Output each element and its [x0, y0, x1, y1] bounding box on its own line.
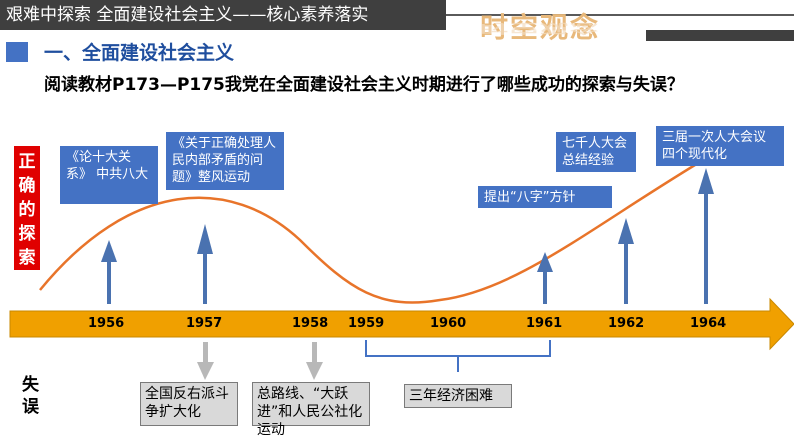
mistake-box: 总路线、“大跃进”和人民公社化运动 — [252, 382, 370, 438]
section-title: 一、全面建设社会主义 — [44, 42, 235, 64]
question-text: 阅读教材P173—P175我党在全面建设社会主义时期进行了哪些成功的探索与失误？ — [44, 75, 684, 95]
exploration-box: 《关于正确处理人民内部矛盾的问题》整风运动 — [166, 132, 284, 190]
up-arrow-1964 — [698, 168, 714, 304]
top-title-bar: 艰难中探索 全面建设社会主义——核心素养落实 — [0, 0, 446, 30]
exploration-box: 《论十大关系》 中共八大 — [60, 146, 158, 204]
timeline-arrow — [9, 297, 794, 351]
mistakes-label: 失误 — [22, 375, 39, 417]
year-label: 1956 — [88, 316, 125, 331]
down-arrow-1957 — [197, 342, 214, 380]
year-label: 1960 — [430, 316, 467, 331]
trend-curve — [39, 148, 721, 304]
year-label: 1957 — [186, 316, 223, 331]
year-label: 1959 — [348, 316, 385, 331]
up-arrow-1961 — [537, 252, 553, 304]
up-arrow-1962 — [618, 218, 634, 304]
year-label: 1962 — [608, 316, 645, 331]
year-label: 1964 — [690, 316, 727, 331]
correct-exploration-label: 正确的探索 — [14, 146, 40, 270]
exploration-box: 提出“八字”方针 — [478, 186, 612, 208]
section-marker — [6, 42, 28, 62]
down-arrow-1958 — [306, 342, 323, 380]
header-divider — [446, 14, 794, 16]
header-strip — [646, 30, 794, 41]
bracket-1959-1961 — [365, 340, 551, 372]
mistake-box: 三年经济困难 — [404, 384, 512, 408]
up-arrow-1957 — [197, 224, 213, 304]
exploration-box: 三届一次人大会议四个现代化 — [656, 126, 784, 166]
year-label: 1958 — [292, 316, 329, 331]
up-arrow-1956 — [101, 240, 117, 304]
header-title: 艰难中探索 全面建设社会主义——核心素养落实 — [6, 5, 369, 25]
mistake-box: 全国反右派斗争扩大化 — [140, 382, 238, 426]
exploration-box: 七千人大会总结经验 — [556, 132, 636, 172]
watermark-title: 时空观念 — [480, 11, 601, 44]
year-label: 1961 — [526, 316, 563, 331]
